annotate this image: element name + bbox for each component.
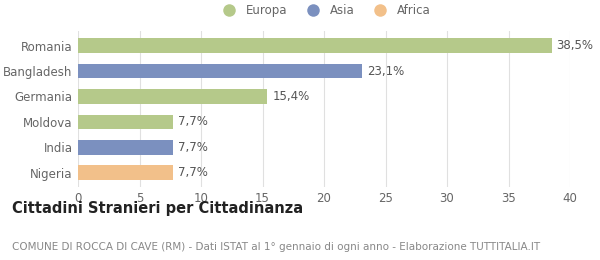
Text: COMUNE DI ROCCA DI CAVE (RM) - Dati ISTAT al 1° gennaio di ogni anno - Elaborazi: COMUNE DI ROCCA DI CAVE (RM) - Dati ISTA… (12, 242, 540, 252)
Text: 7,7%: 7,7% (178, 166, 208, 179)
Text: 38,5%: 38,5% (556, 39, 593, 52)
Bar (78, 89, 268, 104)
Text: 15,4%: 15,4% (272, 90, 310, 103)
Text: 7,7%: 7,7% (178, 115, 208, 128)
Legend: Europa, Asia, Africa: Europa, Asia, Africa (212, 0, 436, 22)
Bar (78, 165, 173, 180)
Text: 23,1%: 23,1% (367, 64, 404, 77)
Bar (78, 64, 362, 79)
Bar (78, 140, 173, 155)
Bar (78, 115, 173, 129)
Text: Cittadini Stranieri per Cittadinanza: Cittadini Stranieri per Cittadinanza (12, 201, 303, 216)
Bar (78, 38, 551, 53)
Text: 7,7%: 7,7% (178, 141, 208, 154)
